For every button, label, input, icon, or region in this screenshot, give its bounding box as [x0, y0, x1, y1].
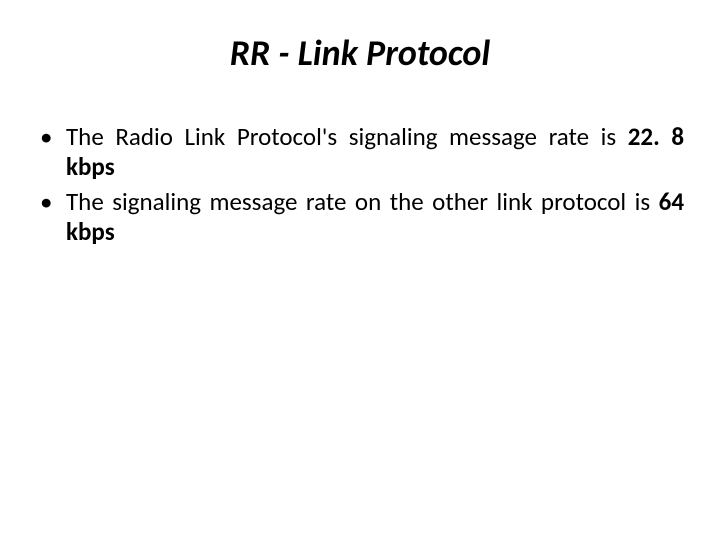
- list-item: The Radio Link Protocol's signaling mess…: [36, 122, 684, 183]
- slide: RR - Link Protocol The Radio Link Protoc…: [0, 0, 720, 540]
- list-item: The signaling message rate on the other …: [36, 187, 684, 248]
- slide-title: RR - Link Protocol: [36, 34, 684, 74]
- bullet-text-pre: The signaling message rate on the other …: [66, 186, 659, 217]
- slide-body: The Radio Link Protocol's signaling mess…: [36, 122, 684, 248]
- bullet-list: The Radio Link Protocol's signaling mess…: [36, 122, 684, 248]
- bullet-text-pre: The Radio Link Protocol's signaling mess…: [66, 121, 628, 152]
